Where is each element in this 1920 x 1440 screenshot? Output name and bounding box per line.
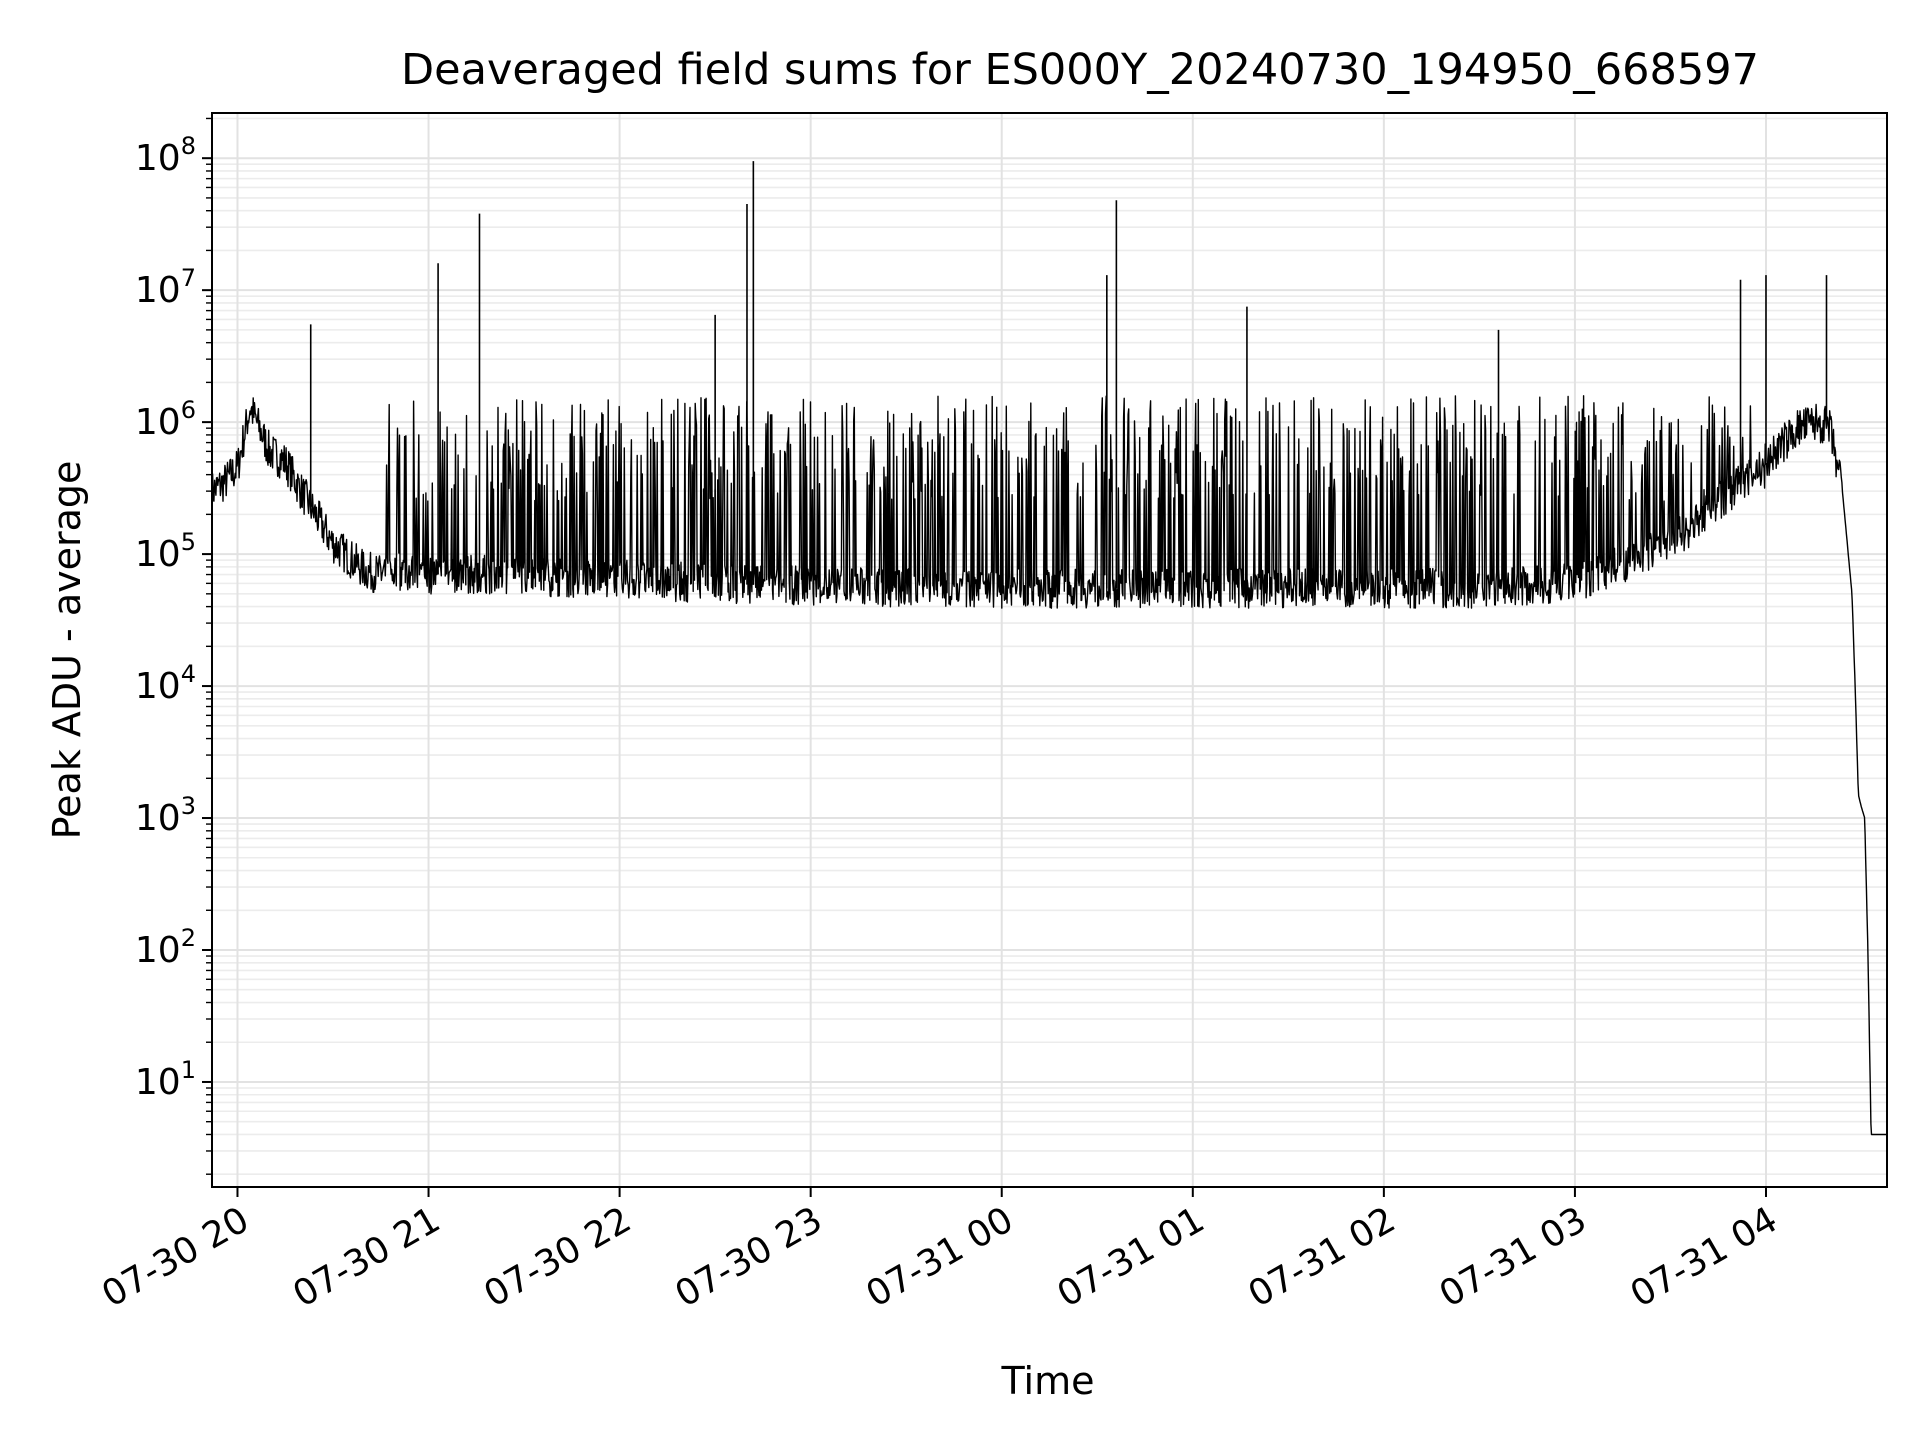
y-tick-label: 101 (135, 1056, 196, 1103)
y-tick-label: 106 (135, 396, 196, 443)
grid (212, 113, 1887, 1187)
y-tick-label: 107 (135, 264, 196, 311)
data-series (211, 161, 1888, 1136)
x-axis-label: Time (1001, 1359, 1095, 1403)
series-line (211, 395, 1888, 1136)
y-axis-label: Peak ADU - average (45, 461, 89, 840)
chart-title: Deaveraged field sums for ES000Y_2024073… (401, 45, 1759, 95)
y-tick-label: 105 (135, 528, 196, 575)
y-tick-label: 102 (135, 924, 196, 971)
y-tick-label: 104 (135, 660, 196, 707)
y-tick-label: 103 (135, 792, 196, 839)
plot-frame (211, 112, 1888, 1188)
y-tick-label: 108 (135, 132, 196, 179)
